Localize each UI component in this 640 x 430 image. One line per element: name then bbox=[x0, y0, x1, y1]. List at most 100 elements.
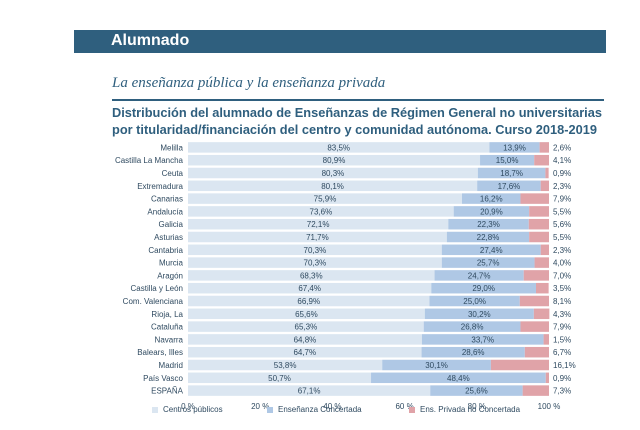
data-label-andalucia-publico: 73,6% bbox=[310, 207, 333, 216]
bar-balears-illes-series-3 bbox=[524, 346, 549, 358]
data-label-rioja-la-privada: 4,3% bbox=[553, 310, 571, 319]
data-label-navarra-publico: 64,8% bbox=[294, 335, 317, 344]
data-label-extremadura-publico: 80,1% bbox=[321, 182, 344, 191]
bar-galicia-series-2 bbox=[448, 218, 529, 230]
bar-espana-series-2 bbox=[430, 385, 523, 396]
bar-rioja-la-series-3 bbox=[533, 308, 550, 320]
data-label-extremadura-privada: 2,3% bbox=[553, 182, 571, 191]
bar-cantabria-series-2 bbox=[441, 244, 541, 256]
data-label-ceuta-concertada: 18,7% bbox=[500, 169, 523, 178]
category-label-com-valenciana: Com. Valenciana bbox=[123, 297, 184, 306]
bar-ceuta-series-1 bbox=[188, 167, 478, 179]
category-label-balears-illes: Balears, Illes bbox=[137, 348, 183, 357]
data-label-aragon-publico: 68,3% bbox=[300, 271, 323, 280]
bar-navarra-series-3 bbox=[543, 334, 549, 345]
data-label-navarra-concertada: 33,7% bbox=[471, 335, 494, 344]
data-label-andalucia-privada: 5,5% bbox=[553, 207, 571, 216]
bar-aragon-series-2 bbox=[434, 270, 524, 281]
bar-navarra-series-1 bbox=[188, 334, 422, 345]
bar-andalucia-series-3 bbox=[529, 206, 549, 217]
bar-com-valenciana-series-3 bbox=[519, 295, 549, 307]
data-label-rioja-la-concertada: 30,2% bbox=[468, 310, 491, 319]
bar-canarias-series-1 bbox=[188, 193, 462, 204]
bar-murcia-series-3 bbox=[534, 257, 549, 268]
chart-title-line-1: Distribución del alumnado de Enseñanzas … bbox=[112, 105, 602, 120]
data-label-extremadura-concertada: 17,6% bbox=[498, 182, 521, 191]
data-label-cantabria-privada: 2,3% bbox=[553, 246, 571, 255]
bar-asturias-series-3 bbox=[529, 231, 549, 243]
data-label-madrid-publico: 53,8% bbox=[274, 361, 297, 370]
bar-espana-series-3 bbox=[522, 385, 549, 396]
bar-pais-vasco-series-1 bbox=[188, 372, 372, 384]
legend-item-privada: Ens. Privada no Concertada bbox=[409, 405, 520, 414]
category-label-madrid: Madrid bbox=[159, 361, 183, 370]
data-label-canarias-privada: 7,9% bbox=[553, 195, 571, 204]
data-label-galicia-privada: 5,6% bbox=[553, 220, 571, 229]
bar-balears-illes-series-2 bbox=[421, 346, 525, 358]
x-tick-label-1: 20 % bbox=[251, 402, 269, 411]
bar-castilla-y-leon-series-3 bbox=[536, 282, 549, 294]
bar-castilla-la-mancha-series-1 bbox=[188, 154, 481, 166]
data-label-galicia-concertada: 22,3% bbox=[477, 220, 500, 229]
bar-rioja-la-series-1 bbox=[188, 308, 425, 320]
x-tick-label-3: 60 % bbox=[395, 402, 413, 411]
data-label-murcia-publico: 70,3% bbox=[304, 259, 327, 268]
bar-ceuta-series-2 bbox=[477, 167, 546, 179]
bar-murcia-series-1 bbox=[188, 257, 442, 268]
x-tick-label-5: 100 % bbox=[538, 402, 561, 411]
chart-title-line-2: por titularidad/financiación del centro … bbox=[112, 122, 597, 137]
data-label-espana-publico: 67,1% bbox=[298, 387, 321, 396]
data-label-cataluna-privada: 7,9% bbox=[553, 323, 571, 332]
legend-item-publico: Centros públicos bbox=[152, 405, 223, 414]
bar-ceuta-series-3 bbox=[545, 167, 549, 179]
section-title: Alumnado bbox=[111, 32, 190, 49]
bar-cataluna-series-2 bbox=[423, 321, 521, 332]
category-label-canarias: Canarias bbox=[151, 195, 183, 204]
data-label-canarias-concertada: 16,2% bbox=[480, 195, 503, 204]
bar-espana-series-1 bbox=[188, 385, 431, 396]
bar-pais-vasco-series-3 bbox=[545, 372, 549, 384]
bar-asturias-series-1 bbox=[188, 231, 447, 243]
category-label-aragon: Aragón bbox=[157, 271, 183, 280]
category-label-murcia: Murcia bbox=[159, 259, 184, 268]
data-label-murcia-concertada: 25,7% bbox=[477, 259, 500, 268]
legend-label-publico: Centros públicos bbox=[163, 405, 223, 414]
data-label-cantabria-publico: 70,3% bbox=[304, 246, 327, 255]
legend-item-concertada: Enseñanza Concertada bbox=[267, 405, 362, 414]
data-label-asturias-publico: 71,7% bbox=[306, 233, 329, 242]
bar-com-valenciana-series-1 bbox=[188, 295, 430, 307]
bar-extremadura-series-1 bbox=[188, 180, 478, 192]
legend-swatch-concertada bbox=[267, 406, 273, 413]
data-label-galicia-publico: 72,1% bbox=[307, 220, 330, 229]
bar-madrid-series-1 bbox=[188, 359, 383, 371]
category-label-ceuta: Ceuta bbox=[162, 169, 184, 178]
category-label-pais-vasco: País Vasco bbox=[143, 374, 183, 383]
legend-swatch-publico bbox=[152, 406, 158, 413]
data-label-com-valenciana-publico: 66,9% bbox=[297, 297, 320, 306]
data-label-castilla-la-mancha-privada: 4,1% bbox=[553, 156, 571, 165]
data-label-cantabria-concertada: 27,4% bbox=[480, 246, 503, 255]
bar-cantabria-series-3 bbox=[540, 244, 549, 256]
bar-madrid-series-3 bbox=[490, 359, 549, 371]
data-label-murcia-privada: 4,0% bbox=[553, 259, 571, 268]
category-label-galicia: Galicia bbox=[159, 220, 184, 229]
data-label-andalucia-concertada: 20,9% bbox=[480, 207, 503, 216]
data-label-castilla-la-mancha-concertada: 15,0% bbox=[496, 156, 519, 165]
data-label-madrid-privada: 16,1% bbox=[553, 361, 576, 370]
data-label-espana-privada: 7,3% bbox=[553, 387, 571, 396]
data-label-com-valenciana-concertada: 25,0% bbox=[463, 297, 486, 306]
data-label-melilla-privada: 2,6% bbox=[553, 143, 571, 152]
data-label-aragon-privada: 7,0% bbox=[553, 271, 571, 280]
x-tick-label-2: 40 % bbox=[323, 402, 341, 411]
data-label-balears-illes-privada: 6,7% bbox=[553, 348, 571, 357]
section-banner: Alumnado bbox=[74, 30, 606, 53]
bar-murcia-series-2 bbox=[441, 257, 535, 268]
bar-castilla-y-leon-series-1 bbox=[188, 282, 432, 294]
bar-castilla-la-mancha-series-3 bbox=[534, 154, 549, 166]
bar-castilla-y-leon-series-2 bbox=[431, 282, 537, 294]
data-label-aragon-concertada: 24,7% bbox=[468, 271, 491, 280]
x-tick-label-4: 80 % bbox=[468, 402, 486, 411]
category-label-castilla-la-mancha: Castilla La Mancha bbox=[115, 156, 184, 165]
data-label-ceuta-privada: 0,9% bbox=[553, 169, 571, 178]
